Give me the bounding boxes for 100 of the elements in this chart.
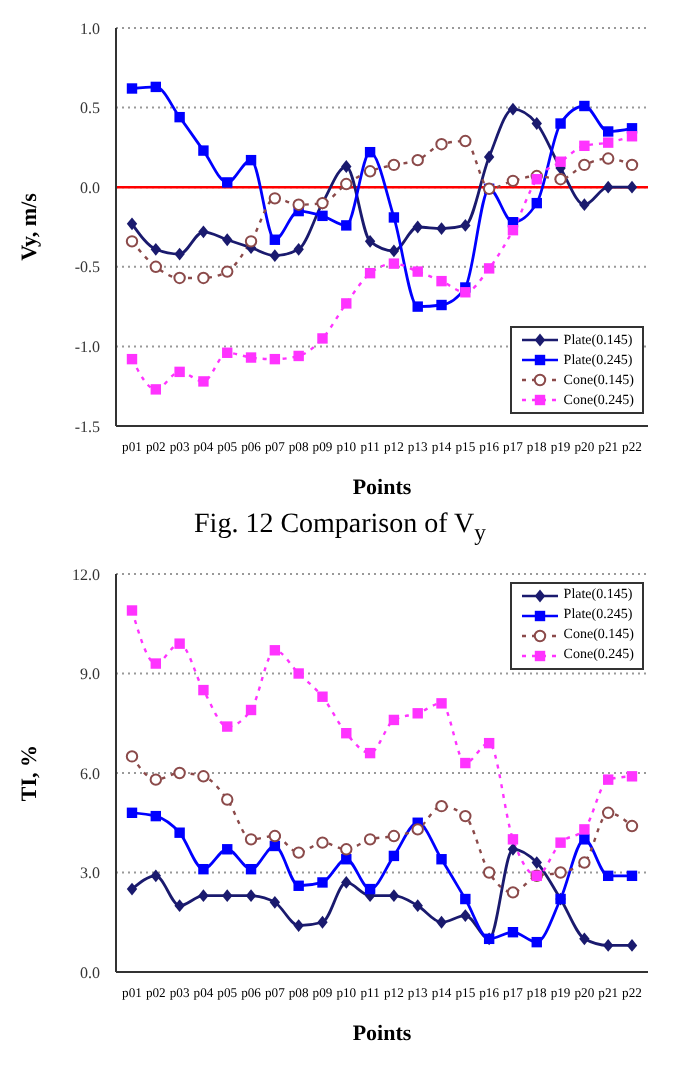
point: [460, 908, 471, 922]
point: [411, 822, 424, 836]
point: [198, 888, 209, 902]
point: [197, 271, 210, 285]
point: [507, 102, 519, 116]
point: [269, 353, 281, 365]
point: [579, 833, 590, 845]
point: [412, 898, 423, 912]
y-tick-label: 6.0: [80, 764, 100, 783]
point: [388, 258, 400, 269]
point: [364, 747, 376, 758]
y-axis-title: Vy, m/s: [17, 191, 42, 261]
point: [149, 260, 163, 273]
y-tick-label: -1.0: [74, 338, 100, 357]
point: [173, 271, 186, 285]
point: [388, 244, 400, 258]
point: [555, 837, 566, 848]
point: [531, 936, 542, 947]
point: [222, 888, 233, 902]
point: [317, 876, 328, 888]
point: [317, 691, 328, 702]
point: [125, 749, 139, 763]
point: [531, 855, 542, 869]
point: [507, 926, 519, 937]
point: [174, 366, 185, 378]
point: [269, 895, 281, 909]
point: [436, 299, 447, 311]
point: [531, 197, 542, 209]
point: [174, 247, 185, 261]
point: [149, 773, 163, 786]
y-tick-label: -0.5: [74, 258, 100, 277]
point: [602, 180, 614, 194]
point: [221, 265, 234, 278]
point: [459, 134, 472, 148]
point: [198, 225, 209, 239]
point: [412, 707, 423, 719]
point: [222, 720, 233, 732]
point: [316, 836, 329, 849]
point: [364, 883, 376, 894]
point: [150, 810, 162, 821]
point: [506, 174, 520, 188]
point: [292, 198, 305, 211]
point: [150, 242, 162, 256]
point: [222, 843, 233, 855]
point: [126, 604, 138, 616]
point: [412, 266, 423, 277]
point: [436, 915, 447, 929]
point: [268, 192, 282, 205]
point: [198, 376, 209, 387]
point: [436, 853, 447, 865]
point: [412, 220, 423, 234]
point: [363, 165, 377, 178]
point: [388, 888, 400, 902]
point: [245, 352, 257, 363]
point: [340, 842, 353, 856]
point: [483, 263, 495, 274]
point: [435, 138, 448, 151]
point: [531, 117, 542, 130]
point: [554, 865, 567, 879]
point: [579, 823, 590, 835]
point: [460, 757, 471, 768]
point: [459, 809, 472, 822]
point: [436, 697, 447, 709]
point: [222, 177, 233, 188]
point: [364, 234, 376, 248]
point: [507, 224, 519, 236]
point: [388, 212, 400, 223]
y-tick-label: 0.0: [80, 178, 100, 197]
point: [554, 173, 567, 186]
point: [292, 845, 305, 859]
point: [293, 667, 304, 679]
point: [126, 83, 138, 94]
point: [174, 827, 185, 838]
point: [317, 333, 328, 344]
point: [244, 235, 258, 248]
point: [222, 233, 233, 247]
point: [602, 870, 614, 881]
point: [269, 234, 281, 245]
point: [150, 384, 162, 395]
point: [626, 131, 638, 142]
point: [317, 915, 328, 929]
point: [601, 806, 615, 819]
point: [602, 126, 614, 137]
point: [150, 657, 162, 669]
point: [388, 714, 400, 725]
point: [341, 727, 352, 738]
point: [341, 875, 352, 889]
x-axis-title: Points: [352, 1021, 413, 1046]
x-axis-title: Points: [352, 476, 413, 500]
point: [387, 158, 401, 172]
point: [245, 704, 257, 715]
point: [198, 145, 209, 156]
point: [150, 81, 162, 93]
point: [126, 217, 138, 231]
point: [411, 153, 424, 167]
point: [483, 150, 495, 164]
point: [601, 152, 615, 165]
point: [150, 869, 162, 882]
point: [293, 880, 304, 891]
point: [269, 249, 281, 263]
